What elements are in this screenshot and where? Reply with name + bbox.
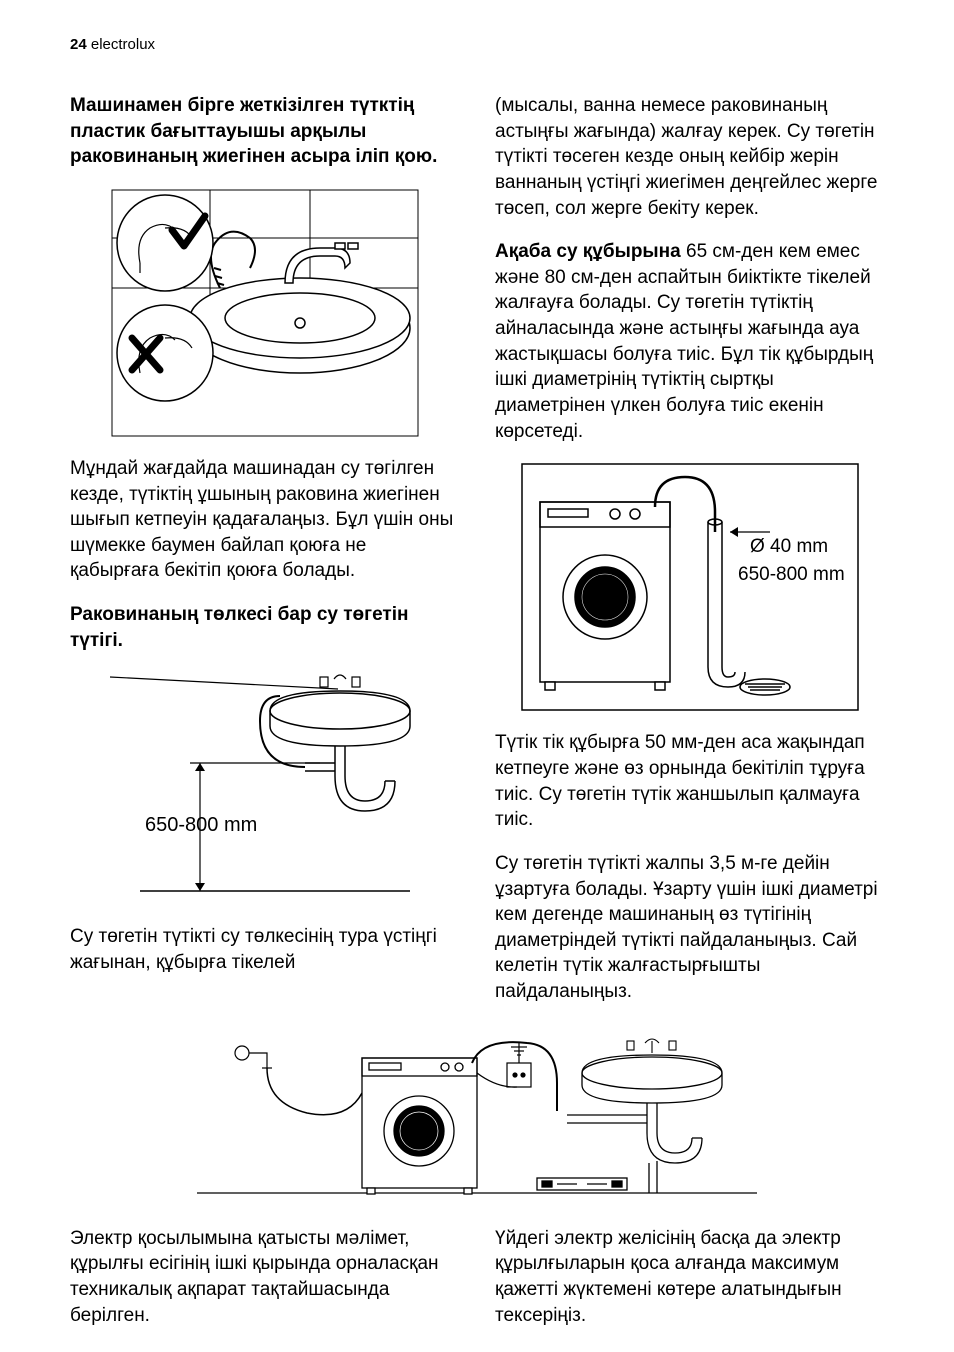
fig2-dim-label: 650-800 mm [145, 814, 257, 836]
bottom-right-col: Үйдегі электр желісінің басқа да электр … [495, 1226, 884, 1347]
figure-sink-hook [70, 188, 459, 438]
right-paragraph-2: Ақаба су құбырына 65 см-ден кем емес жән… [495, 239, 884, 444]
page-number: 24 [70, 36, 87, 53]
figure-installation [70, 1033, 884, 1208]
figure-standpipe: Ø 40 mm 650-800 mm [495, 462, 884, 712]
right-paragraph-4: Су төгетін түтікті жалпы 3,5 м-ге дейін … [495, 851, 884, 1005]
standpipe-diagram: Ø 40 mm 650-800 mm [520, 462, 860, 712]
page-header: 24 electrolux [70, 36, 884, 53]
sink-hook-diagram [110, 188, 420, 438]
bottom-section: Электр қосылымына қатысты мәлімет, құрыл… [70, 1033, 884, 1347]
left-column: Машинамен бірге жеткізілген түтктің плас… [70, 93, 459, 1023]
fig3-height-label: 650-800 mm [738, 564, 845, 585]
figure-sink-spigot: 650-800 mm [70, 671, 459, 906]
fig3-diameter-label: Ø 40 mm [750, 536, 828, 557]
bottom-left-col: Электр қосылымына қатысты мәлімет, құрыл… [70, 1226, 459, 1347]
brand-name: electrolux [91, 36, 155, 53]
right-column: (мысалы, ванна немесе раковинаның астыңғ… [495, 93, 884, 1023]
left-heading-1: Машинамен бірге жеткізілген түтктің плас… [70, 93, 459, 170]
left-paragraph-2: Су төгетін түтікті су төлкесінің тура үс… [70, 924, 459, 975]
bottom-right-text: Үйдегі электр желісінің басқа да электр … [495, 1226, 884, 1329]
installation-diagram [187, 1033, 767, 1208]
bottom-left-text: Электр қосылымына қатысты мәлімет, құрыл… [70, 1226, 459, 1329]
right-paragraph-1: (мысалы, ванна немесе раковинаның астыңғ… [495, 93, 884, 221]
right-paragraph-3: Түтік тік құбырға 50 мм-ден аса жақындап… [495, 730, 884, 833]
sink-spigot-diagram: 650-800 mm [110, 671, 420, 906]
right-p2-rest: 65 см-ден кем емес және 80 см-ден аспайт… [495, 241, 873, 441]
left-heading-2: Раковинаның төлкесі бар су төгетін түтіг… [70, 602, 459, 653]
left-paragraph-1: Мұндай жағдайда машинадан су төгілген ке… [70, 456, 459, 584]
right-p2-bold: Ақаба су құбырына [495, 241, 681, 262]
